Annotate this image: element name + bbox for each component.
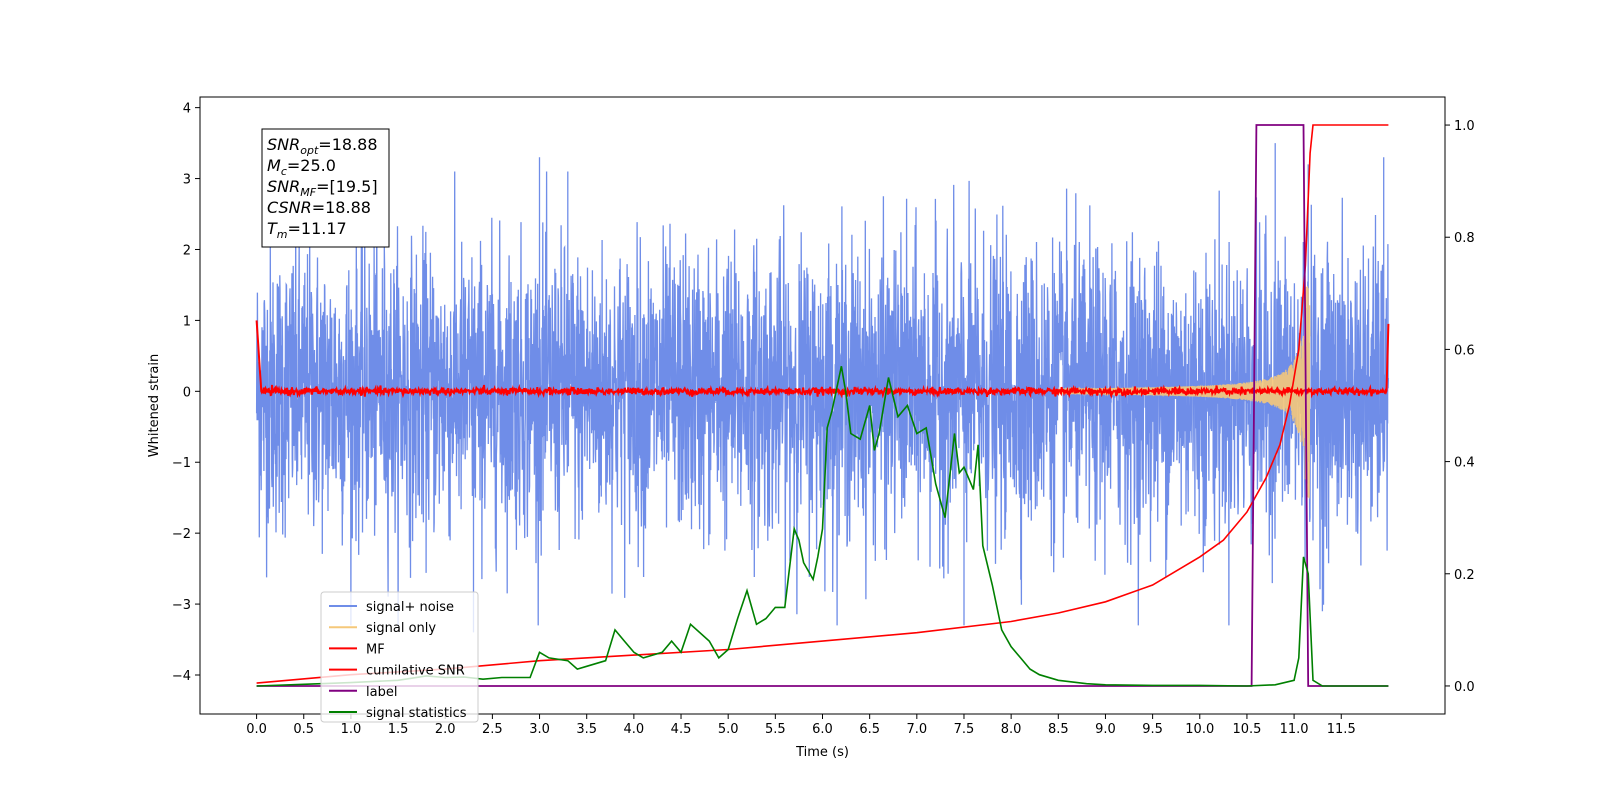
info-value: =18.88 (312, 198, 371, 217)
x-tick-label: 4.5 (671, 722, 692, 737)
info-sub: c (281, 165, 287, 178)
mf-line (255, 320, 1390, 400)
signal-noise-line (255, 143, 1390, 633)
x-tick-label: 11.0 (1280, 722, 1309, 737)
legend-label: signal+ noise (366, 600, 454, 615)
x-tick-label: 1.5 (388, 722, 409, 737)
x-tick-label: 2.5 (482, 722, 503, 737)
x-axis-label: Time (s) (795, 745, 849, 760)
x-tick-label: 4.0 (624, 722, 645, 737)
legend-label: cumilative SNR (366, 664, 465, 679)
legend: signal+ noise signal only MF cumilative SNR… (320, 591, 479, 723)
signal-statistics-line (256, 366, 1389, 687)
legend-frame (320, 591, 479, 723)
y-right-tick-label: 1.0 (1454, 119, 1475, 134)
y-tick-label: 1 (183, 314, 191, 329)
info-sub: opt (300, 144, 319, 157)
y-tick-label: 0 (183, 385, 191, 400)
y-right-tick-label: 0.0 (1454, 680, 1475, 695)
x-tick-label: 7.5 (954, 722, 975, 737)
x-tick-label: 5.0 (718, 722, 739, 737)
info-sub: m (277, 228, 288, 241)
info-box-line: SNRopt=18.88 (267, 135, 378, 157)
info-main: CSNR (267, 198, 312, 217)
legend-label: MF (366, 642, 385, 657)
y-tick-label: 3 (183, 173, 191, 188)
x-tick-label: 10.5 (1232, 722, 1261, 737)
info-main: SNR (267, 135, 300, 154)
x-tick-label: 9.5 (1142, 722, 1163, 737)
axes: 0.0 0.5 1.0 1.5 2.0 2.5 3.0 3.5 4.0 4.5 5.0 5.5 6.0 6… (172, 96, 1475, 737)
y-right-tick-label: 0.2 (1454, 568, 1475, 583)
info-box-line: CSNR=18.88 (267, 198, 371, 217)
x-tick-label: 11.5 (1327, 722, 1356, 737)
x-tick-label: 3.5 (576, 722, 597, 737)
info-value: =25.0 (287, 156, 336, 175)
x-tick-label: 3.0 (529, 722, 550, 737)
y-axis-label: Whitened strain (147, 354, 162, 457)
x-tick-label: 7.0 (906, 722, 927, 737)
info-box-line: SNRMF=[19.5] (267, 177, 378, 199)
y-tick-label: 4 (183, 102, 191, 117)
x-tick-label: 9.0 (1095, 722, 1116, 737)
y-tick-label: −1 (172, 456, 191, 471)
x-tick-label: 0.5 (293, 722, 314, 737)
x-tick-label: 6.5 (859, 722, 880, 737)
x-tick-label: 6.0 (812, 722, 833, 737)
info-value: =[19.5] (316, 177, 378, 196)
y-tick-label: −3 (172, 598, 191, 613)
legend-label: label (366, 685, 397, 700)
legend-label: signal only (366, 621, 436, 636)
x-tick-label: 8.5 (1048, 722, 1069, 737)
info-main: SNR (267, 177, 300, 196)
info-box: SNRopt=18.88Mc=25.0SNRMF=[19.5]CSNR=18.8… (261, 128, 390, 248)
cumulative-snr-line (256, 124, 1389, 684)
info-box-line: Tm=11.17 (267, 219, 347, 241)
x-tick-label: 5.5 (765, 722, 786, 737)
info-box-frame (261, 128, 390, 248)
y-tick-label: 2 (183, 243, 191, 258)
x-tick-label: 2.0 (435, 722, 456, 737)
x-tick-label: 1.0 (341, 722, 362, 737)
x-tick-label: 10.0 (1185, 722, 1214, 737)
y-tick-label: −4 (172, 669, 191, 684)
y-right-tick-label: 0.8 (1454, 231, 1475, 246)
x-tick-label: 0.0 (246, 722, 267, 737)
series-group (255, 124, 1390, 687)
info-sub: MF (300, 186, 316, 199)
y-tick-label: −2 (172, 527, 191, 542)
x-tick-label: 8.0 (1001, 722, 1022, 737)
info-main: M (267, 156, 281, 175)
y-right-tick-label: 0.4 (1454, 456, 1475, 471)
info-value: =11.17 (288, 219, 347, 238)
y-right-tick-label: 0.6 (1454, 343, 1475, 358)
info-value: =18.88 (318, 135, 377, 154)
info-main: T (267, 219, 278, 238)
info-box-line: Mc=25.0 (267, 156, 336, 178)
legend-label: signal statistics (366, 706, 467, 721)
